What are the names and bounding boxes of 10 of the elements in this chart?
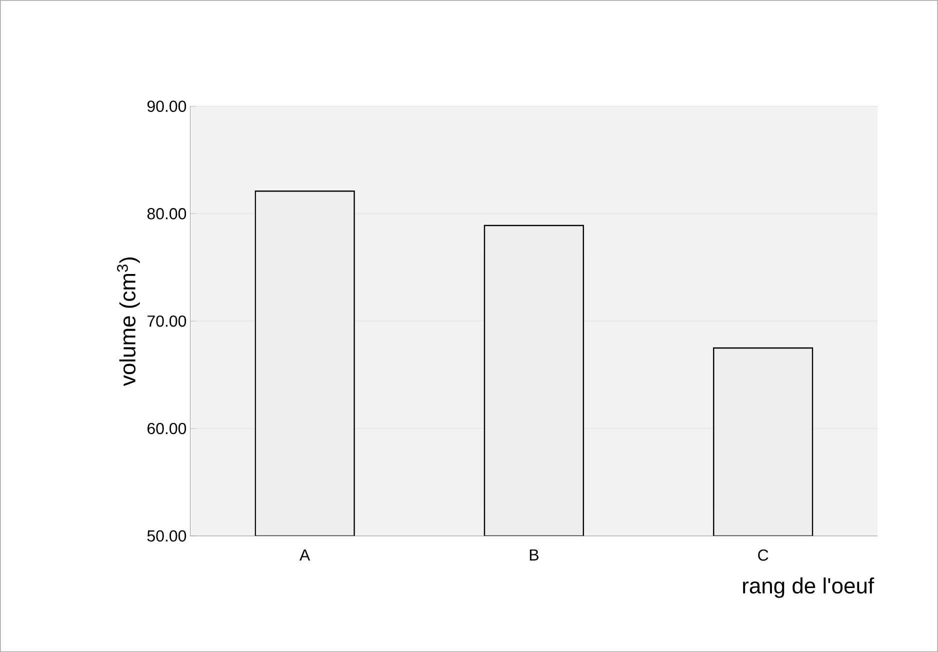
y-tick-label: 50.00: [147, 530, 186, 542]
y-tick-label: 70.00: [148, 315, 186, 327]
y-tick-label: 80.00: [147, 208, 186, 220]
x-tick-label: B: [530, 549, 538, 560]
x-tick-label: C: [758, 549, 768, 561]
x-axis-title: rang de l'oeuf: [743, 577, 874, 598]
y-axis-title: volume (cm$^{3}$): [117, 257, 140, 386]
x-tick-label: A: [300, 549, 310, 560]
y-tick-label: 90.00: [147, 100, 186, 112]
y-tick-label: 60.00: [148, 422, 186, 434]
